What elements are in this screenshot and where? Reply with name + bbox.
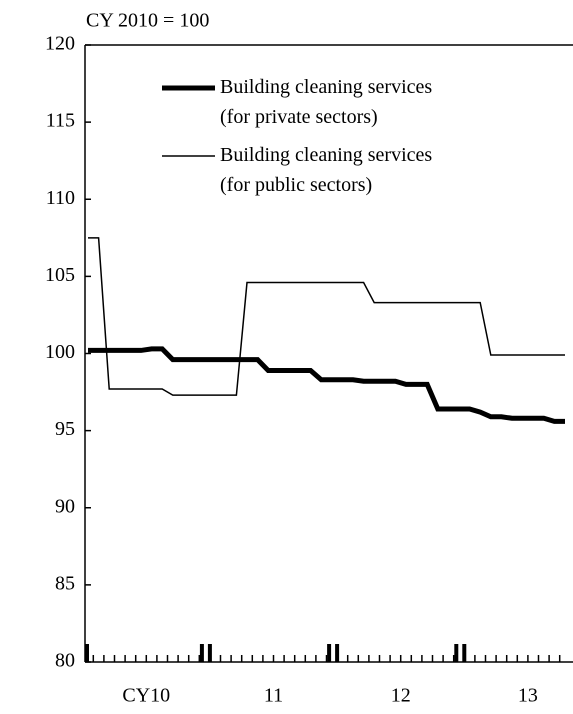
x-tick-label: 11 (264, 685, 283, 707)
y-tick-label: 80 (55, 650, 75, 672)
y-tick-label: 95 (55, 418, 75, 440)
y-tick-label: 110 (46, 187, 75, 209)
series-line (88, 237, 565, 396)
y-tick-label: 85 (55, 572, 75, 594)
y-tick-label: 120 (45, 33, 75, 55)
legend-label: Building cleaning services (for private s… (220, 76, 432, 128)
legend-label: Building cleaning services (for public se… (220, 144, 432, 196)
y-tick-label: 100 (45, 341, 75, 363)
series-line (88, 346, 565, 424)
x-tick-label: 13 (518, 685, 538, 707)
y-tick-label: 105 (45, 264, 75, 286)
y-tick-label: 90 (55, 495, 75, 517)
y-axis-label: CY 2010 = 100 (86, 10, 209, 32)
x-tick-label: CY10 (122, 685, 170, 707)
x-tick-label: 12 (391, 685, 411, 707)
y-tick-label: 115 (46, 110, 75, 132)
